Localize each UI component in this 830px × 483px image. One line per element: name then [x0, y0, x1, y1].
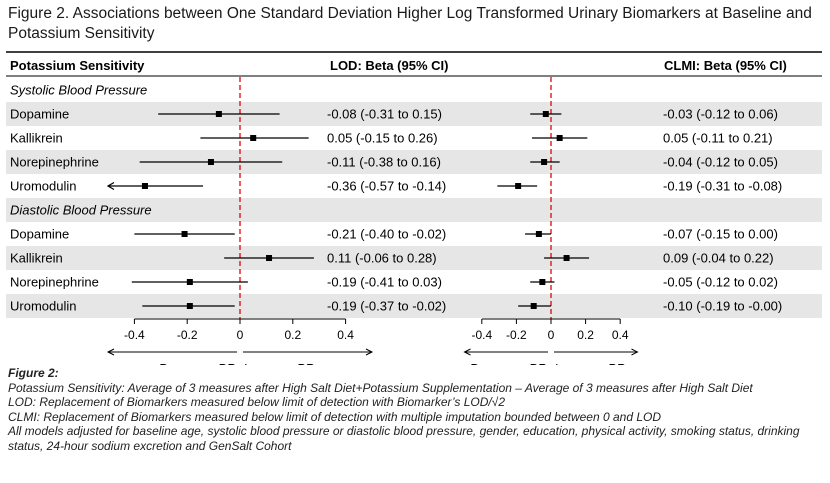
clmi-estimate-text: -0.19 (-0.31 to -0.08): [663, 179, 782, 194]
row-label: Uromodulin: [10, 299, 76, 314]
clmi-estimate-text: -0.04 (-0.12 to 0.05): [663, 155, 778, 170]
lod-estimate-text: -0.19 (-0.37 to -0.02): [327, 299, 446, 314]
clmi-estimate-text: 0.05 (-0.11 to 0.21): [663, 131, 773, 146]
row-label: Dopamine: [10, 107, 69, 122]
row-label: Kallikrein: [10, 131, 63, 146]
clmi-point-estimate: [542, 111, 549, 117]
lod-x-tick-label: -0.4: [124, 328, 145, 342]
lod-x-tick-label: 0: [237, 328, 244, 342]
row-label: Dopamine: [10, 227, 69, 242]
lod-estimate-text: 0.05 (-0.15 to 0.26): [327, 131, 438, 146]
lod-increase-label: Increase BP: [244, 361, 315, 365]
row-label: Kallikrein: [10, 251, 63, 266]
plot-panels-layer: -0.4 -0.2 0 0.2 0.4 Decrease BP Increase BP -0.…: [106, 77, 639, 365]
clmi-point-estimate: [556, 135, 563, 141]
lod-point-estimate: [215, 111, 222, 117]
lod-estimate-text: -0.21 (-0.40 to -0.02): [327, 227, 446, 242]
header-lod-column: LOD: Beta (95% CI): [330, 58, 448, 73]
lod-x-tick-label: 0.2: [284, 328, 301, 342]
lod-decrease-arrowhead: [106, 348, 115, 356]
lod-point-estimate: [141, 183, 148, 189]
lod-point-estimate: [186, 303, 193, 309]
header-clmi-column: CLMI: Beta (95% CI): [664, 58, 787, 73]
value-columns-layer: -0.08 (-0.31 to 0.15) 0.05 (-0.15 to 0.26…: [327, 107, 782, 314]
clmi-increase-label: Increase BP: [555, 361, 626, 365]
clmi-x-tick-label: -0.2: [506, 328, 527, 342]
clmi-decrease-arrowhead: [463, 348, 471, 356]
clmi-decrease-label: Decrease BP: [470, 361, 547, 365]
forest-plot: Potassium Sensitivity LOD: Beta (95% CI)…: [6, 51, 822, 365]
lod-x-tick-label: 0.4: [337, 328, 354, 342]
clmi-point-estimate: [563, 255, 570, 261]
clmi-point-estimate: [541, 159, 548, 165]
row-shade-band: [6, 294, 822, 318]
lod-estimate-text: -0.36 (-0.57 to -0.14): [327, 179, 446, 194]
clmi-x-tick-label: 0.2: [577, 328, 594, 342]
lod-x-tick-label: -0.2: [177, 328, 198, 342]
caption-heading: Figure 2:: [8, 366, 59, 380]
lod-point-estimate: [266, 255, 273, 261]
clmi-x-tick-label: -0.4: [471, 328, 492, 342]
lod-estimate-text: -0.19 (-0.41 to 0.03): [327, 275, 442, 290]
row-label: Norepinephrine: [10, 275, 99, 290]
clmi-estimate-text: -0.10 (-0.19 to -0.00): [663, 299, 782, 314]
row-label: Norepinephrine: [10, 155, 99, 170]
row-shade-band: [6, 198, 822, 222]
clmi-point-estimate: [530, 303, 537, 309]
figure-title: Figure 2. Associations between One Stand…: [8, 5, 812, 42]
group-label: Diastolic Blood Pressure: [10, 203, 152, 218]
figure-caption: Figure 2: Potassium Sensitivity: Average…: [8, 366, 826, 454]
caption-line-clmi: CLMI: Replacement of Biomarkers measured…: [8, 409, 662, 424]
table-rules-layer: [6, 51, 822, 77]
clmi-x-tick-label: 0: [548, 328, 555, 342]
clmi-point-estimate: [515, 183, 522, 189]
clmi-estimate-text: 0.09 (-0.04 to 0.22): [663, 251, 774, 266]
lod-point-estimate: [186, 279, 193, 285]
lod-point-estimate: [181, 231, 188, 237]
clmi-increase-arrowhead: [631, 348, 639, 356]
lod-decrease-label: Decrease BP: [159, 361, 236, 365]
clmi-estimate-text: -0.03 (-0.12 to 0.06): [663, 107, 778, 122]
clmi-x-tick-label: 0.4: [612, 328, 629, 342]
caption-line-adjustment: All models adjusted for baseline age, sy…: [8, 424, 800, 453]
header-potassium-sensitivity: Potassium Sensitivity: [10, 58, 145, 73]
row-shade-band: [6, 102, 822, 126]
row-label: Uromodulin: [10, 179, 76, 194]
clmi-estimate-text: -0.07 (-0.15 to 0.00): [663, 227, 778, 242]
lod-increase-arrowhead: [365, 348, 374, 356]
lod-estimate-text: -0.08 (-0.31 to 0.15): [327, 107, 442, 122]
row-labels-layer: Systolic Blood Pressure Dopamine Kallikrei…: [10, 83, 152, 314]
lod-estimate-text: -0.11 (-0.38 to 0.16): [327, 155, 441, 170]
group-label: Systolic Blood Pressure: [10, 83, 147, 98]
lod-point-estimate: [207, 159, 214, 165]
clmi-point-estimate: [539, 279, 546, 285]
lod-ci-clip-arrow: [106, 181, 115, 191]
row-shade-band: [6, 246, 822, 270]
clmi-point-estimate: [535, 231, 542, 237]
caption-line-lod: LOD: Replacement of Biomarkers measured …: [8, 395, 506, 410]
caption-line-potassium: Potassium Sensitivity: Average of 3 meas…: [8, 380, 753, 395]
lod-point-estimate: [250, 135, 257, 141]
clmi-estimate-text: -0.05 (-0.12 to 0.02): [663, 275, 778, 290]
lod-estimate-text: 0.11 (-0.06 to 0.28): [327, 251, 437, 266]
row-shading-layer: [6, 102, 822, 318]
